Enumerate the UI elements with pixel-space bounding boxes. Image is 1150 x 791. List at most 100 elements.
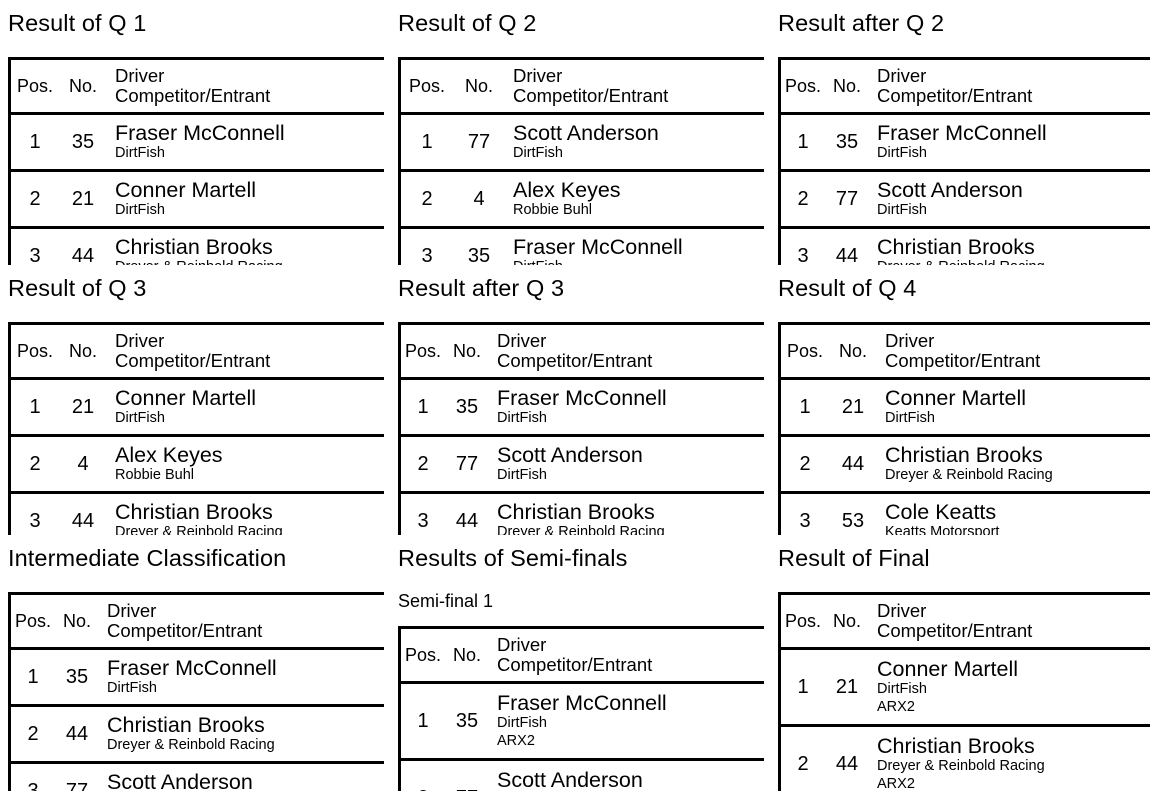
cell-no: 21: [841, 395, 865, 418]
driver-team: Dreyer & Reinbold Racing: [885, 466, 1053, 483]
cell-pos: 1: [421, 130, 433, 153]
panel-semi-finals: Results of Semi-finals Semi-final 1 Pos.…: [390, 535, 770, 791]
cell-pos: 2: [27, 722, 39, 745]
table-row: 3 44 Christian Brooks Dreyer & Reinbold …: [11, 229, 384, 265]
table-row: 2 44 Christian Brooks Dreyer & Reinbold …: [781, 437, 1150, 491]
cell-pos: 1: [27, 665, 39, 688]
driver-team: DirtFish: [877, 201, 927, 218]
cell-pos: 3: [29, 509, 41, 532]
driver-name: Conner Martell: [115, 177, 256, 202]
driver-team: DirtFish: [885, 409, 935, 426]
driver-team: DirtFish: [497, 466, 547, 483]
table-rule: [781, 723, 1150, 727]
table-rule: [401, 168, 764, 172]
header-pos: Pos.: [784, 610, 822, 631]
cell-driver: Christian Brooks Dreyer & Reinbold Racin…: [489, 500, 764, 535]
panel-result-q1: Result of Q 1 Pos. No. Driver Competitor…: [0, 0, 390, 265]
cell-driver: Fraser McConnell DirtFish: [505, 235, 764, 265]
table-row: 1 35 Fraser McConnell DirtFish: [401, 380, 764, 434]
cell-no: 44: [455, 509, 479, 532]
cell-driver: Fraser McConnell DirtFish: [869, 121, 1150, 162]
cell-pos: 1: [797, 675, 809, 698]
results-table: Pos. No. Driver Competitor/Entrant 1 77 …: [398, 56, 764, 266]
table-rule: [11, 646, 384, 650]
results-table: Pos. No. Driver Competitor/Entrant 1 35 …: [398, 625, 764, 791]
cell-pos: 2: [421, 187, 433, 210]
driver-name: Christian Brooks: [115, 234, 273, 259]
table-row: 2 44 Christian Brooks Dreyer & Reinbold …: [781, 727, 1150, 791]
results-table: Pos. No. Driver Competitor/Entrant 1 35 …: [778, 56, 1150, 265]
cell-no: 35: [467, 244, 491, 266]
cell-no: 35: [835, 130, 859, 153]
header-no: No.: [832, 75, 861, 96]
header-driver-entrant: Driver Competitor/Entrant: [489, 633, 764, 675]
table-rule-top: [11, 591, 384, 595]
header-driver-entrant: Driver Competitor/Entrant: [107, 330, 384, 371]
table-rule-top: [11, 321, 384, 325]
header-pos: Pos.: [16, 75, 54, 96]
table-header-row: Pos. No. Driver Competitor/Entrant: [781, 325, 1150, 377]
cell-driver: Scott Anderson DirtFish: [99, 770, 384, 791]
cell-driver: Conner Martell DirtFish: [107, 386, 384, 427]
cell-no: 35: [65, 665, 89, 688]
driver-team: Robbie Buhl: [115, 466, 194, 483]
cell-no: 4: [77, 452, 89, 475]
cell-no: 77: [445, 788, 489, 791]
cell-no: 44: [841, 452, 865, 475]
driver-team: Dreyer & Reinbold Racing: [107, 736, 275, 753]
cell-pos: 1: [29, 130, 41, 153]
header-pos: Pos.: [408, 75, 446, 96]
cell-pos: 1: [797, 130, 809, 153]
header-pos: Pos.: [16, 340, 54, 361]
cell-driver: Conner Martell DirtFish: [877, 386, 1150, 427]
header-driver-entrant: Driver Competitor/Entrant: [877, 329, 1150, 371]
table-rule-top: [401, 625, 764, 629]
driver-category: ARX2: [877, 775, 915, 791]
header-entrant: Competitor/Entrant: [497, 349, 653, 371]
panel-title: Result after Q 3: [398, 275, 565, 301]
header-entrant: Competitor/Entrant: [497, 653, 653, 675]
driver-name: Christian Brooks: [115, 499, 273, 524]
table-rule: [11, 376, 384, 380]
cell-pos: 1: [799, 395, 811, 418]
table-header-row: Pos. No. Driver Competitor/Entrant: [781, 60, 1150, 112]
table-row: 3 44 Christian Brooks Dreyer & Reinbold …: [401, 494, 764, 535]
cell-no: 77: [455, 452, 479, 475]
driver-team: DirtFish: [497, 409, 547, 426]
driver-name: Fraser McConnell: [107, 655, 277, 680]
results-table: Pos. No. Driver Competitor/Entrant 1 21 …: [778, 591, 1150, 791]
cell-driver: Scott Anderson DirtFish: [869, 178, 1150, 219]
driver-name: Conner Martell: [115, 385, 256, 410]
header-driver: Driver: [877, 64, 927, 86]
header-driver-entrant: Driver Competitor/Entrant: [869, 600, 1150, 641]
table-row: 3 44 Christian Brooks Dreyer & Reinbold …: [11, 494, 384, 535]
cell-driver: Christian Brooks Dreyer & Reinbold Racin…: [869, 235, 1150, 265]
table-rule: [401, 111, 764, 115]
table-rule: [11, 168, 384, 172]
header-driver-entrant: Driver Competitor/Entrant: [99, 600, 384, 641]
table-rule: [401, 757, 764, 761]
semi-final-subtitle: Semi-final 1: [398, 590, 494, 611]
table-rule: [11, 703, 384, 707]
table-rule: [781, 111, 1150, 115]
header-driver: Driver: [885, 329, 935, 351]
driver-team: Dreyer & Reinbold Racing: [115, 523, 283, 535]
driver-team: Robbie Buhl: [513, 201, 592, 218]
cell-no: 77: [65, 779, 89, 791]
table-rule: [781, 225, 1150, 229]
driver-team: Dreyer & Reinbold Racing: [877, 758, 1045, 775]
table-header-row: Pos. No. Driver Competitor/Entrant: [11, 595, 384, 647]
table-row: 2 4 Alex Keyes Robbie Buhl: [401, 172, 764, 226]
cell-driver: Conner Martell DirtFish ARX2: [869, 657, 1150, 716]
header-entrant: Competitor/Entrant: [115, 349, 271, 371]
header-driver: Driver: [497, 633, 547, 655]
table-row: 1 21 Conner Martell DirtFish: [11, 380, 384, 434]
cell-driver: Fraser McConnell DirtFish ARX2: [489, 691, 764, 750]
table-rule: [401, 433, 764, 437]
panel-title: Result of Q 4: [778, 275, 917, 301]
driver-team: DirtFish: [107, 679, 157, 696]
header-driver-entrant: Driver Competitor/Entrant: [505, 65, 764, 106]
driver-team: Dreyer & Reinbold Racing: [877, 259, 1150, 265]
